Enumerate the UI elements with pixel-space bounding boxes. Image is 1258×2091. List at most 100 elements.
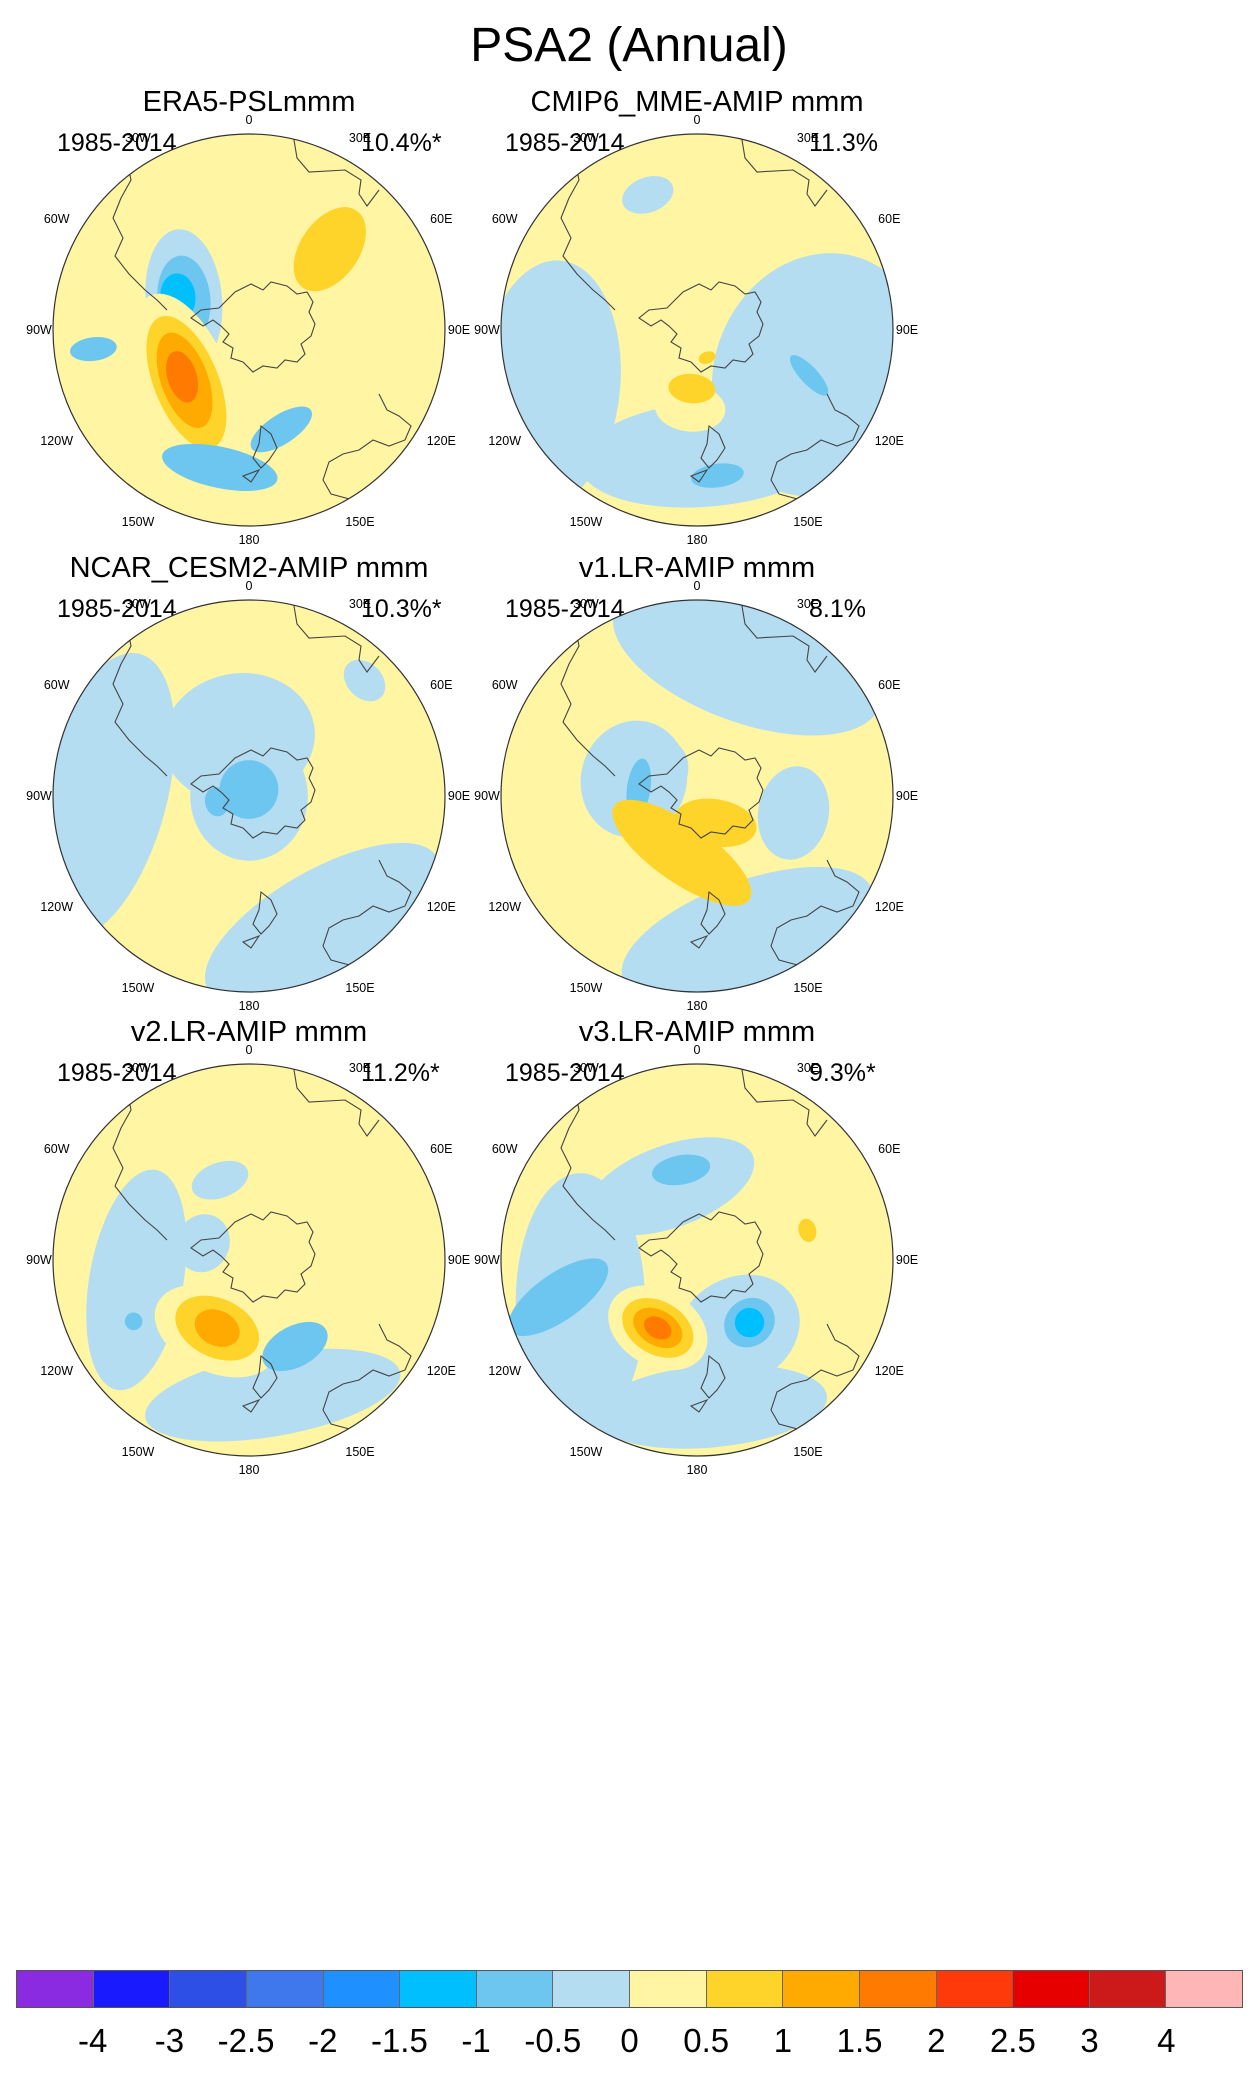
colorbar-tick-label: 4 [1157,2022,1176,2059]
coastline-madagascar [836,1088,848,1122]
panel-variance: 9.3%* [809,1059,876,1087]
panel-title: ERA5-PSLmmm [142,86,356,118]
longitude-label: 90W [26,323,52,337]
anomaly-contour [644,1316,672,1340]
longitude-label: 90W [474,1253,500,1267]
longitude-label: 180 [686,1463,708,1477]
colorbar-tick-label: 0 [620,2022,639,2059]
longitude-label: 30E [348,596,372,611]
panel-variance: 11.3% [809,129,879,157]
figure-title: PSA2 (Annual) [470,19,788,72]
longitude-label: 90E [895,1253,919,1267]
anomaly-contour [698,351,716,364]
longitude-label: 30W [573,1060,599,1075]
map-border [52,599,446,993]
longitude-label: 60E [878,678,901,692]
longitude-label: 30E [348,130,372,145]
colorbar-swatch [1013,1971,1090,2007]
coastline-australia [770,393,860,511]
longitude-label: 180 [686,533,708,547]
longitude-label: 90E [447,1253,471,1267]
panel-variance: 10.3%* [361,595,442,623]
panel-period: 1985-2014 [57,1059,177,1087]
coastline-madagascar [388,624,400,658]
colorbar-tick-label: 1.5 [836,2022,883,2059]
longitude-label: 150E [793,1445,823,1460]
longitude-label: 60E [430,678,453,692]
anomaly-contour [508,1258,609,1337]
longitude-label: 120W [488,1364,522,1378]
longitude-label: 30E [796,1060,820,1075]
longitude-label: 60E [430,1142,453,1156]
panel-variance: 8.1% [809,595,866,623]
map-border [500,1063,894,1457]
longitude-label: 150W [569,981,603,996]
anomaly-contour [612,799,752,906]
coastline-antarctica [190,1211,316,1303]
colorbar-tick-label: 1 [773,2022,793,2059]
coastline-madagascar [836,158,848,192]
anomaly-contour [621,866,873,992]
longitude-label: 30W [125,130,151,145]
anomaly-contour [219,760,279,819]
anomaly-contour [578,399,837,508]
anomaly-contour [176,1214,230,1273]
longitude-label: 120E [874,1364,904,1378]
anomaly-contour [789,355,829,396]
colorbar-tick-label: 2 [927,2022,946,2059]
anomaly-contour [262,1321,328,1372]
anomaly-contour [386,238,445,455]
longitude-label: 90E [895,323,919,337]
longitude-label: 150W [121,1445,155,1460]
longitude-label: 120E [426,900,456,914]
coastline-newZealand [241,424,278,483]
anomaly-contour [691,463,744,488]
anomaly-contour [592,1364,828,1449]
colorbar-swatch [93,1971,171,2007]
anomaly-contour [194,1309,240,1347]
longitude-label: 150W [121,515,155,530]
panel-period: 1985-2014 [505,129,625,157]
longitude-label: 120W [40,434,74,448]
panel-period: 1985-2014 [505,1059,625,1087]
panel-period: 1985-2014 [57,129,177,157]
colorbar-tick-label: -1 [461,2022,491,2059]
map-border [52,133,446,527]
longitude-label: 30W [125,596,151,611]
colorbar-swatch [400,1971,477,2007]
anomaly-contour [166,351,199,403]
coastline-australia [322,859,412,977]
coastline-australia [322,393,412,511]
coastline-australia [770,859,860,977]
map-border [500,133,894,527]
longitude-label: 60E [878,1142,901,1156]
polar-map [52,599,446,993]
longitude-label: 150E [793,515,823,530]
colorbar-swatch [630,1971,707,2007]
longitude-label: 120E [426,1364,456,1378]
coastline-newZealand [689,1354,726,1413]
longitude-label: 90E [447,789,471,803]
anomaly-contour [622,176,674,214]
coastline-madagascar [388,1088,400,1122]
coastline-australia [322,1323,412,1441]
longitude-label: 180 [238,999,260,1013]
longitude-label: 60W [491,212,518,226]
longitude-label: 90E [895,789,919,803]
colorbar-tick-label: -3 [154,2022,185,2059]
colorbar-swatch [170,1971,247,2007]
longitude-label: 180 [686,999,708,1013]
coastline-africa [292,600,380,673]
colorbar-tick-label: 2.5 [989,2022,1036,2059]
longitude-label: 150W [569,515,603,530]
panel-title: CMIP6_MME-AMIP mmm [530,86,864,118]
anomaly-contour [70,337,117,362]
longitude-label: 150W [121,981,155,996]
longitude-label: 120E [426,434,456,448]
coastline-africa [740,1064,828,1137]
longitude-label: 30E [348,1060,372,1075]
longitude-label: 120W [488,434,522,448]
longitude-label: 60W [43,212,70,226]
longitude-label: 120E [874,900,904,914]
longitude-label: 60W [491,678,518,692]
